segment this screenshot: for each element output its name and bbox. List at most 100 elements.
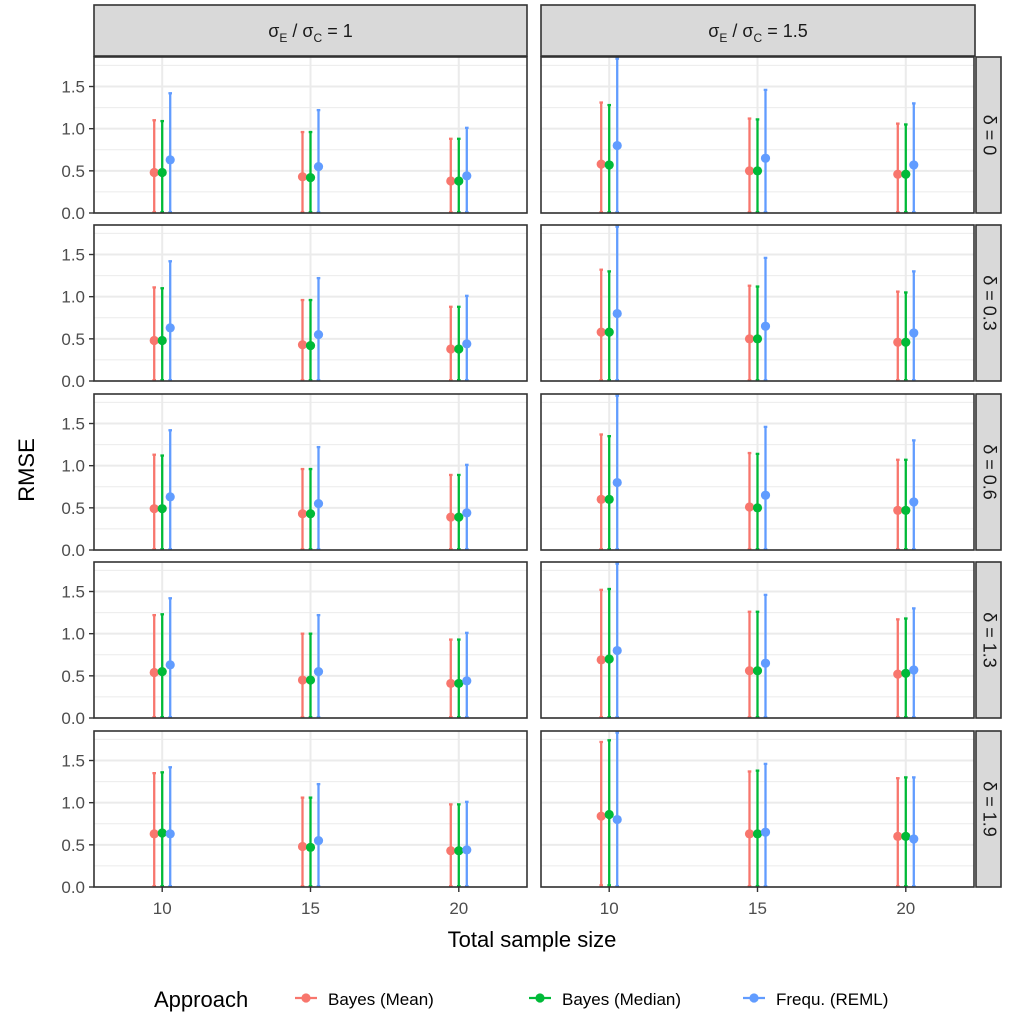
data-point <box>297 675 308 685</box>
x-tick-label: 10 <box>600 899 619 918</box>
row-strip-4 <box>975 730 1002 888</box>
panel-border <box>540 56 975 214</box>
data-point <box>149 167 159 178</box>
legend-title: Approach <box>154 987 248 1012</box>
row-strip-3 <box>975 561 1002 719</box>
data-point <box>149 667 159 678</box>
row-strip-label: δ = 0 <box>980 115 1000 156</box>
data-point <box>149 829 159 839</box>
y-tick-label: 0.5 <box>61 836 85 855</box>
row-strip-label: δ = 1.3 <box>980 612 1000 668</box>
data-point <box>760 658 771 668</box>
data-point <box>305 675 316 685</box>
data-point <box>893 669 903 679</box>
panel-0-1 <box>93 224 528 382</box>
data-point <box>596 494 606 505</box>
row-strip-label: δ = 0.3 <box>980 275 1000 331</box>
data-point <box>901 831 911 842</box>
col-strip-label: σE / σC = 1.5 <box>708 21 807 45</box>
data-point <box>744 829 755 839</box>
data-point <box>760 827 771 837</box>
data-point <box>446 344 456 354</box>
data-point <box>893 505 903 515</box>
data-point <box>297 340 308 350</box>
y-tick-label: 1.0 <box>61 120 85 139</box>
panel-1-1 <box>540 224 975 382</box>
row-strip-label: δ = 1.9 <box>980 781 1000 837</box>
data-point <box>313 162 324 172</box>
row-strip-2 <box>975 393 1002 551</box>
data-point <box>909 328 919 338</box>
facet-strips: σE / σC = 1 σE / σC = 1.5 δ = 0 δ = 0.3 δ = … <box>93 4 1002 888</box>
y-tick-label: 1.5 <box>61 246 85 265</box>
data-point <box>596 811 606 821</box>
data-point <box>752 166 763 176</box>
data-point <box>165 660 175 670</box>
data-point <box>454 344 464 354</box>
data-point <box>454 512 464 522</box>
data-point <box>909 160 919 170</box>
y-tick-label: 1.5 <box>61 752 85 771</box>
data-point <box>446 678 456 689</box>
data-point <box>297 841 308 852</box>
panel-0-3 <box>93 561 528 719</box>
data-point <box>752 829 763 839</box>
y-tick-label: 1.0 <box>61 457 85 476</box>
data-point <box>462 339 472 349</box>
data-point <box>893 831 903 842</box>
panel-0-2 <box>93 393 528 551</box>
data-point <box>149 335 159 346</box>
data-point <box>313 499 324 509</box>
data-point <box>901 337 911 347</box>
y-tick-label: 0.0 <box>61 709 85 728</box>
data-point <box>462 845 472 855</box>
data-point <box>596 159 606 169</box>
data-point <box>744 666 755 676</box>
data-point <box>744 166 755 176</box>
data-point <box>909 665 919 675</box>
y-tick-label: 0.5 <box>61 162 85 181</box>
data-point <box>744 334 755 344</box>
y-tick-label: 1.5 <box>61 583 85 602</box>
panel-border <box>540 393 975 551</box>
data-point <box>744 502 755 512</box>
data-point <box>893 169 903 179</box>
y-tick-label: 0.0 <box>61 878 85 897</box>
y-axis-title: RMSE <box>14 438 39 502</box>
data-point <box>596 655 606 665</box>
legend-key-point <box>749 993 759 1003</box>
data-point <box>305 842 316 852</box>
data-point <box>604 327 614 337</box>
data-point <box>454 846 464 856</box>
data-point <box>596 327 606 337</box>
data-point <box>462 171 472 181</box>
data-point <box>157 167 167 178</box>
data-point <box>165 323 175 333</box>
data-point <box>297 172 308 182</box>
legend-item: Frequ. (REML) <box>743 990 888 1009</box>
col-strip-label: σE / σC = 1 <box>268 21 352 45</box>
panel-border <box>93 393 528 551</box>
data-point <box>454 678 464 689</box>
panel-border <box>93 224 528 382</box>
data-point <box>901 169 911 179</box>
row-strip-1 <box>975 224 1002 382</box>
data-point <box>305 509 316 519</box>
y-tick-label: 1.5 <box>61 415 85 434</box>
legend-item-label: Bayes (Median) <box>562 990 681 1009</box>
data-point <box>604 809 614 820</box>
panel-0-0 <box>93 56 528 214</box>
data-point <box>612 814 622 825</box>
x-tick-label: 15 <box>748 899 767 918</box>
data-point <box>760 490 771 500</box>
data-point <box>909 497 919 507</box>
legend-key-point <box>301 993 311 1003</box>
data-point <box>604 494 614 505</box>
panel-1-4 <box>540 730 975 888</box>
row-strip-label: δ = 0.6 <box>980 444 1000 500</box>
panel-border <box>540 561 975 719</box>
y-tick-label: 1.5 <box>61 78 85 97</box>
panel-1-3 <box>540 561 975 719</box>
data-point <box>149 504 159 514</box>
data-point <box>305 340 316 351</box>
